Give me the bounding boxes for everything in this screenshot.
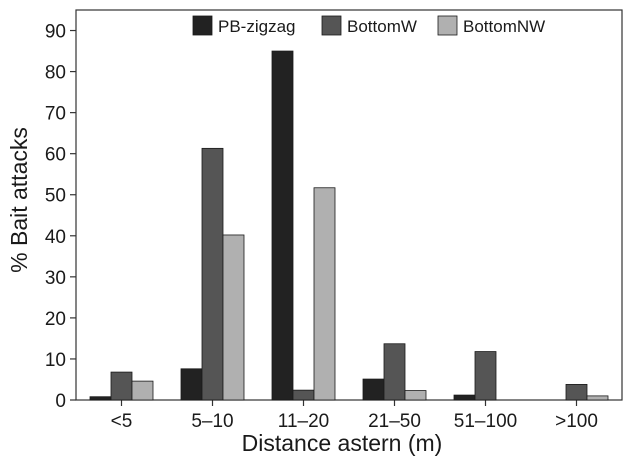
x-tick-label: <5 [111,411,133,432]
legend: PB-zigzag BottomW BottomNW [192,15,545,36]
bar-bottomw [292,389,315,401]
y-tick-label: 10 [45,350,66,371]
y-tick-label: 20 [45,309,66,330]
x-tick-label: >100 [555,411,598,432]
legend-label: BottomNW [463,17,545,36]
legend-swatch [437,15,458,36]
bar-bottomnw [586,395,609,401]
bar-pb-zigzag [362,378,385,401]
bar-bottomw [383,343,406,401]
legend-swatch [192,15,213,36]
x-axis: <5 5–10 11–20 21–50 51–100 >100 [111,400,598,432]
y-tick-label: 50 [45,186,66,207]
x-tick-label: 11–20 [278,411,329,432]
x-tick-label: 21–50 [368,411,421,432]
legend-label: BottomW [347,17,417,36]
y-axis-title: % Bait attacks [6,127,32,273]
bar-pb-zigzag [180,368,203,401]
y-tick-label: 30 [45,268,66,289]
bar-pb-zigzag [271,50,294,401]
y-tick-label: 0 [55,391,66,412]
x-axis-title: Distance astern (m) [242,430,443,456]
bars [89,50,609,401]
y-tick-label: 90 [45,22,66,43]
y-axis: 0 10 20 30 40 50 60 70 80 90 [45,22,76,412]
x-tick-label: 51–100 [454,411,517,432]
legend-swatch [321,15,342,36]
bar-bottomnw [222,234,245,401]
plot-area [75,9,623,401]
bar-bottomw [565,383,588,401]
legend-label: PB-zigzag [218,17,295,36]
bar-bottomnw [313,187,336,401]
bar-bottomw [474,351,497,401]
bar-bottomw [110,371,133,401]
bar-bottomnw [131,380,154,401]
y-tick-label: 40 [45,227,66,248]
y-tick-label: 80 [45,63,66,84]
x-tick-label: 5–10 [191,411,233,432]
y-tick-label: 60 [45,145,66,166]
bar-bottomnw [404,390,427,401]
bar-pb-zigzag [89,396,112,401]
bar-bottomw [201,147,224,401]
bar-pb-zigzag [453,394,476,401]
y-tick-label: 70 [45,104,66,125]
plot-frame [75,9,623,401]
